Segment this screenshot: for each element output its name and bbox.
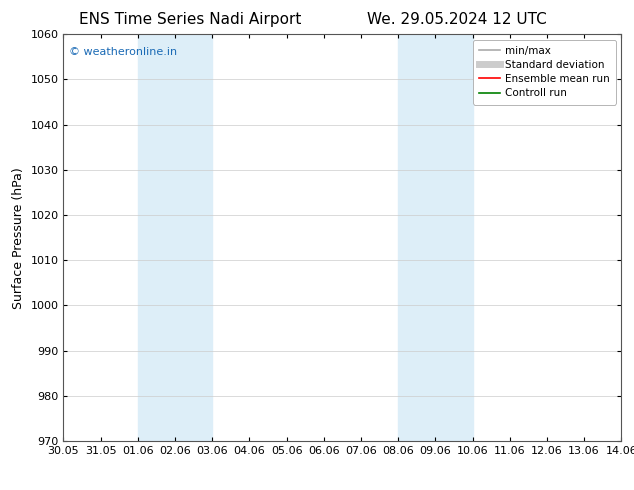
Text: We. 29.05.2024 12 UTC: We. 29.05.2024 12 UTC [366,12,547,27]
Y-axis label: Surface Pressure (hPa): Surface Pressure (hPa) [12,167,25,309]
Text: ENS Time Series Nadi Airport: ENS Time Series Nadi Airport [79,12,301,27]
Legend: min/max, Standard deviation, Ensemble mean run, Controll run: min/max, Standard deviation, Ensemble me… [473,40,616,104]
Bar [138,34,212,441]
Text: © weatheronline.in: © weatheronline.in [69,47,177,56]
Bar [398,34,472,441]
